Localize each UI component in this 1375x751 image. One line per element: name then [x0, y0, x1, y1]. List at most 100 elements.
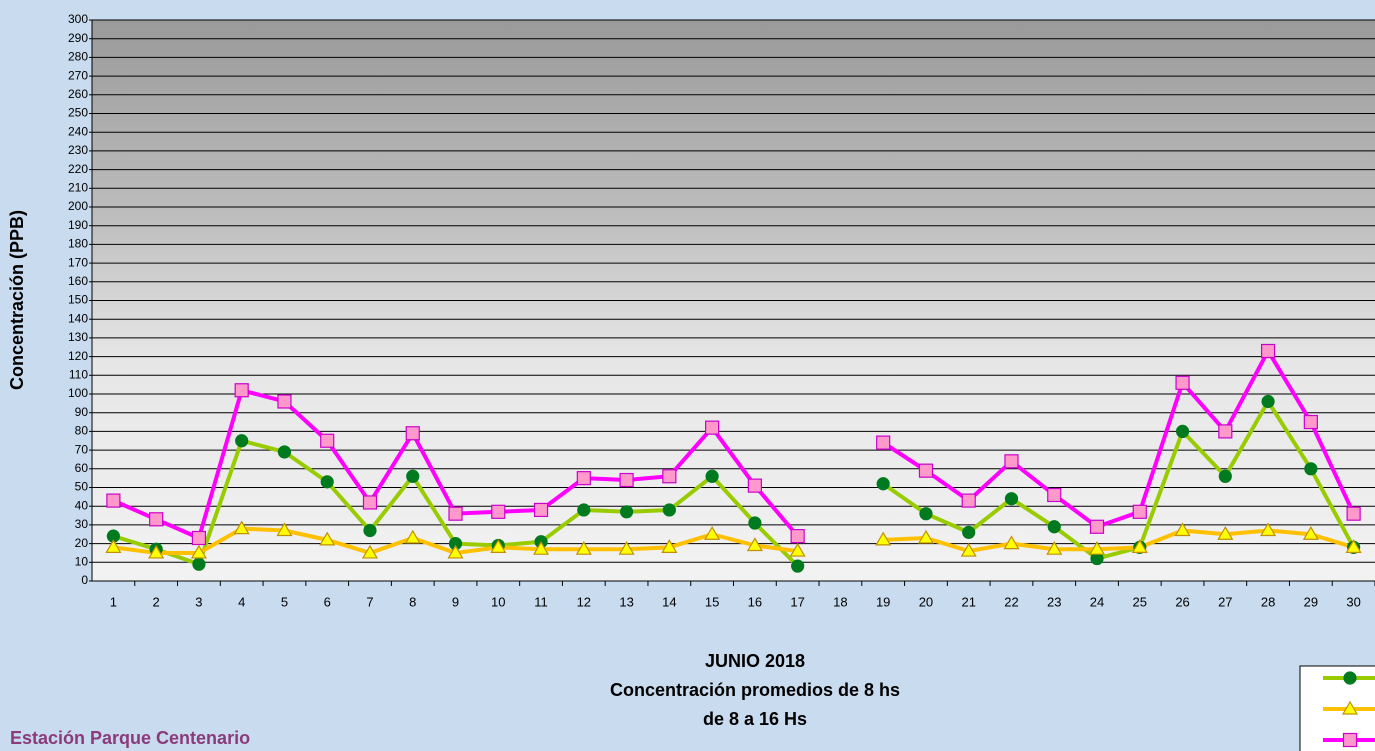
- x-tick-label: 3: [195, 594, 202, 609]
- point: [877, 436, 890, 449]
- x-tick-label: 11: [534, 594, 548, 609]
- point: [791, 530, 804, 543]
- y-tick-label: 60: [75, 461, 89, 475]
- x-tick-label: 17: [790, 594, 804, 609]
- y-tick-label: 300: [68, 12, 88, 26]
- chart: Concentración (PPB) JUNIO 2018 Concentra…: [0, 0, 1375, 751]
- point: [1262, 395, 1274, 407]
- point: [578, 504, 590, 516]
- y-tick-label: 10: [75, 554, 89, 568]
- x-tick-label: 30: [1346, 594, 1360, 609]
- point: [364, 525, 376, 537]
- point: [192, 531, 205, 544]
- y-tick-label: 240: [68, 124, 88, 138]
- x-tick-label: 2: [153, 594, 160, 609]
- y-tick-label: 0: [81, 573, 88, 587]
- x-tick-label: 25: [1133, 594, 1147, 609]
- x-tick-label: 16: [748, 594, 762, 609]
- x-tick-label: 4: [238, 594, 245, 609]
- point: [150, 513, 163, 526]
- point: [1176, 376, 1189, 389]
- x-tick-label: 20: [919, 594, 933, 609]
- point: [1091, 520, 1104, 533]
- legend-marker: [1344, 734, 1357, 747]
- y-tick-label: 170: [68, 255, 88, 269]
- point: [748, 479, 761, 492]
- x-tick-label: 19: [876, 594, 890, 609]
- x-tick-label: 27: [1218, 594, 1232, 609]
- page: Concentración (PPB) JUNIO 2018 Concentra…: [0, 0, 1375, 751]
- point: [749, 517, 761, 529]
- y-tick-label: 130: [68, 330, 88, 344]
- y-tick-label: 230: [68, 143, 88, 157]
- point: [920, 508, 932, 520]
- point: [235, 384, 248, 397]
- point: [706, 470, 718, 482]
- x-tick-label: 23: [1047, 594, 1061, 609]
- y-tick-label: 40: [75, 498, 89, 512]
- point: [621, 506, 633, 518]
- point: [236, 435, 248, 447]
- point: [193, 558, 205, 570]
- y-tick-label: 120: [68, 349, 88, 363]
- x-tick-label: 29: [1304, 594, 1318, 609]
- point: [449, 507, 462, 520]
- point: [1219, 425, 1232, 438]
- point: [535, 503, 548, 516]
- point: [620, 474, 633, 487]
- y-tick-label: 140: [68, 311, 88, 325]
- point: [919, 464, 932, 477]
- point: [962, 494, 975, 507]
- point: [963, 526, 975, 538]
- x-tick-label: 28: [1261, 594, 1275, 609]
- x-tick-label: 9: [452, 594, 459, 609]
- x-tick-label: 13: [619, 594, 633, 609]
- x-tick-label: 14: [662, 594, 676, 609]
- title: de 8 a 16 Hs: [703, 709, 807, 729]
- point: [1005, 455, 1018, 468]
- x-tick-label: 1: [110, 594, 117, 609]
- point: [406, 427, 419, 440]
- title: JUNIO 2018: [705, 651, 805, 671]
- y-tick-label: 200: [68, 199, 88, 213]
- x-tick-label: 10: [491, 594, 505, 609]
- y-tick-label: 290: [68, 31, 88, 45]
- y-tick-label: 280: [68, 50, 88, 64]
- point: [877, 478, 889, 490]
- y-tick-label: 160: [68, 274, 88, 288]
- point: [1304, 416, 1317, 429]
- point: [278, 395, 291, 408]
- point: [107, 494, 120, 507]
- y-axis-label: Concentración (PPB): [7, 210, 27, 390]
- point: [1133, 505, 1146, 518]
- point: [663, 470, 676, 483]
- point: [1005, 493, 1017, 505]
- x-tick-label: 21: [961, 594, 975, 609]
- x-tick-label: 8: [409, 594, 416, 609]
- y-tick-label: 270: [68, 68, 88, 82]
- point: [321, 476, 333, 488]
- y-tick-label: 90: [75, 405, 89, 419]
- y-tick-label: 190: [68, 218, 88, 232]
- point: [663, 504, 675, 516]
- y-tick-label: 70: [75, 442, 89, 456]
- point: [792, 560, 804, 572]
- x-tick-label: 7: [366, 594, 373, 609]
- point: [706, 421, 719, 434]
- title: Concentración promedios de 8 hs: [610, 680, 900, 700]
- x-tick-label: 5: [281, 594, 288, 609]
- y-tick-label: 250: [68, 106, 88, 120]
- x-tick-label: 24: [1090, 594, 1104, 609]
- y-tick-label: 110: [69, 367, 88, 381]
- point: [278, 446, 290, 458]
- y-tick-label: 100: [68, 386, 88, 400]
- x-tick-label: 22: [1004, 594, 1018, 609]
- x-tick-label: 18: [833, 594, 847, 609]
- y-tick-label: 80: [75, 424, 89, 438]
- x-tick-label: 12: [577, 594, 591, 609]
- point: [1347, 507, 1360, 520]
- x-tick-label: 6: [324, 594, 331, 609]
- point: [321, 434, 334, 447]
- point: [407, 470, 419, 482]
- point: [577, 472, 590, 485]
